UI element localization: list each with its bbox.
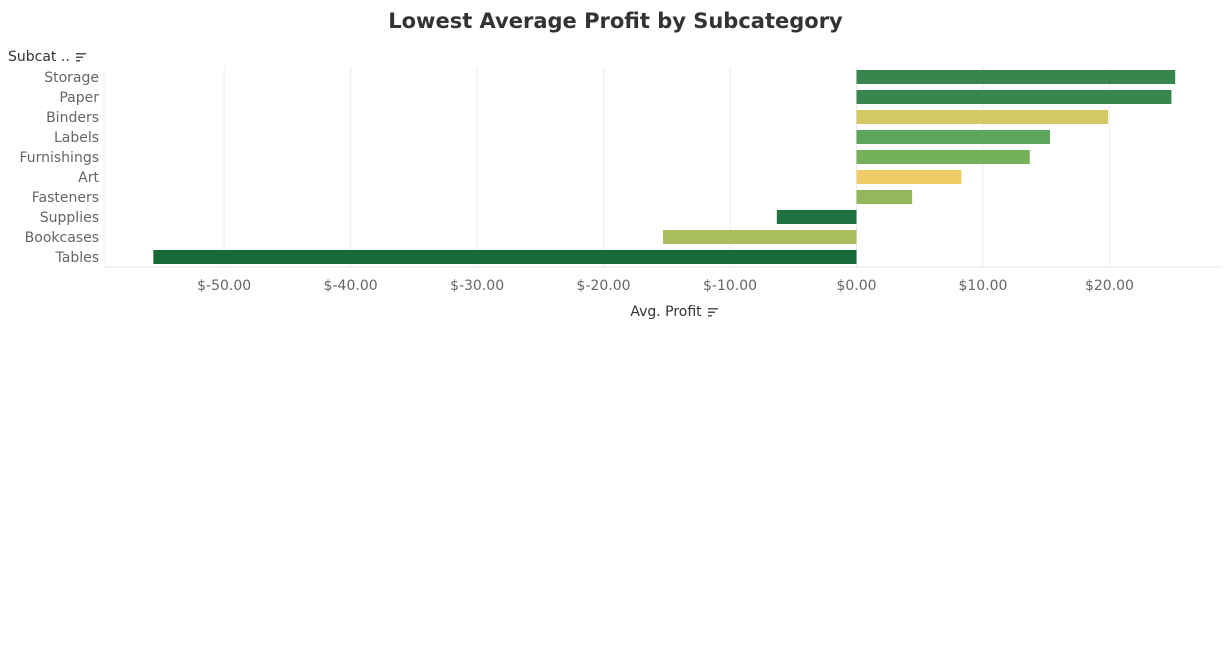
x-tick-label: $-30.00 — [450, 278, 504, 294]
bar[interactable] — [856, 170, 962, 184]
category-label: Bookcases — [25, 230, 99, 246]
x-tick-label: $20.00 — [1085, 278, 1134, 294]
bar[interactable] — [856, 110, 1109, 124]
x-tick-label: $-10.00 — [703, 278, 757, 294]
bar[interactable] — [153, 250, 857, 264]
x-tick-label: $-20.00 — [577, 278, 631, 294]
x-axis-title: Avg. Profit — [630, 304, 702, 320]
bar[interactable] — [663, 230, 857, 244]
bar[interactable] — [856, 90, 1172, 104]
bar[interactable] — [776, 210, 857, 224]
category-label: Art — [78, 170, 99, 186]
x-tick-label: $-40.00 — [324, 278, 378, 294]
bar[interactable] — [856, 130, 1051, 144]
bar[interactable] — [856, 70, 1176, 84]
row-header[interactable]: Subcat .. — [8, 49, 87, 65]
category-label: Binders — [46, 110, 99, 126]
category-label: Tables — [55, 250, 100, 266]
sort-descending-icon[interactable] — [707, 306, 719, 318]
bar[interactable] — [856, 190, 913, 204]
category-label: Labels — [54, 130, 99, 146]
bar-chart: Storage Paper Binders Labels Furnishings Art F… — [19, 67, 1222, 294]
x-axis-header[interactable]: Avg. Profit — [0, 304, 1225, 320]
category-label: Supplies — [40, 210, 99, 226]
category-label: Fasteners — [32, 190, 99, 206]
category-label: Furnishings — [19, 150, 99, 166]
x-tick-label: $0.00 — [836, 278, 876, 294]
bar[interactable] — [856, 150, 1030, 164]
chart-title: Lowest Average Profit by Subcategory — [388, 9, 843, 33]
row-header-label: Subcat .. — [8, 49, 70, 65]
x-tick-label: $-50.00 — [197, 278, 251, 294]
category-label: Storage — [44, 70, 99, 86]
category-label: Paper — [59, 90, 99, 106]
x-tick-label: $10.00 — [958, 278, 1007, 294]
sort-descending-icon[interactable] — [75, 51, 87, 63]
